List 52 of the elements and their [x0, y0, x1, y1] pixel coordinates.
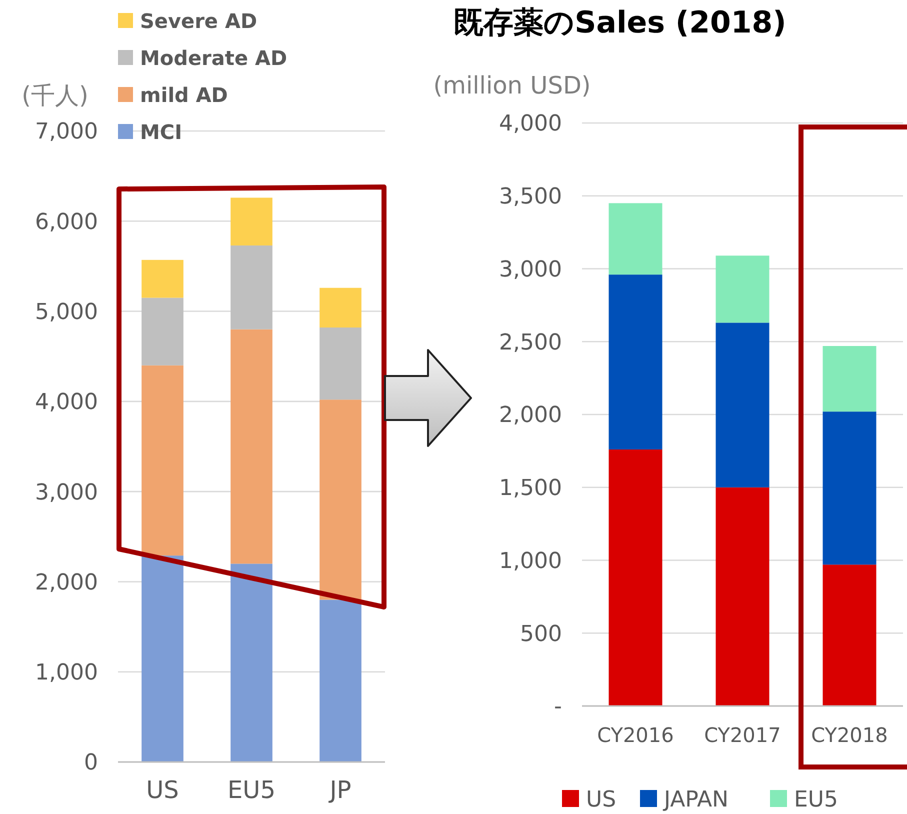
bar [142, 556, 184, 762]
chart-title: 既存薬のSales (2018) [454, 6, 786, 40]
bar [822, 346, 876, 412]
y-tick-label: 3,000 [499, 257, 562, 282]
y-tick-label: 5,000 [35, 300, 98, 325]
y-tick-label: 3,500 [499, 184, 562, 210]
y-tick-label: 7,000 [35, 120, 98, 145]
bar [320, 288, 362, 328]
bar [230, 245, 272, 330]
bar [142, 365, 184, 556]
bar [608, 203, 662, 275]
bar [822, 564, 876, 706]
x-tick-label: US [146, 776, 179, 804]
bar [320, 400, 362, 600]
bar [230, 329, 272, 564]
y-tick-label: 500 [520, 622, 562, 647]
y-tick-label: 1,000 [499, 548, 562, 574]
y-tick-label: - [554, 694, 562, 720]
y-tick-label: 3,000 [35, 480, 98, 506]
y-axis-title: (千人) [22, 81, 88, 110]
y-axis-title: (million USD) [433, 71, 591, 100]
y-tick-label: 6,000 [35, 210, 98, 235]
bar [716, 487, 770, 706]
y-tick-label: 4,000 [35, 390, 98, 416]
y-tick-label: 2,500 [499, 330, 562, 356]
bar [608, 274, 662, 450]
bar [320, 600, 362, 762]
x-tick-label: CY2018 [811, 723, 888, 747]
legend-label: mild AD [140, 83, 228, 107]
x-tick-label: JP [328, 776, 352, 804]
bar [230, 198, 272, 246]
legend-label: Moderate AD [140, 46, 288, 70]
bar [716, 256, 770, 323]
y-tick-label: 2,000 [499, 403, 562, 428]
legend-label: MCI [140, 120, 182, 144]
bar [142, 298, 184, 366]
bar [608, 449, 662, 706]
legend-label: Severe AD [140, 9, 258, 33]
x-tick-label: CY2016 [597, 723, 674, 747]
y-tick-label: 2,000 [35, 570, 98, 596]
x-tick-label: EU5 [228, 776, 276, 804]
bar [822, 412, 876, 565]
bar [230, 564, 272, 762]
y-tick-label: 1,500 [499, 476, 562, 502]
x-tick-label: CY2017 [704, 723, 781, 747]
y-tick-label: 1,000 [35, 660, 98, 686]
bar [142, 260, 184, 298]
bar [320, 328, 362, 400]
bar [716, 322, 770, 488]
legend-label: JAPAN [662, 788, 729, 813]
y-tick-label: 4,000 [499, 112, 562, 137]
y-tick-label: 0 [84, 750, 98, 776]
